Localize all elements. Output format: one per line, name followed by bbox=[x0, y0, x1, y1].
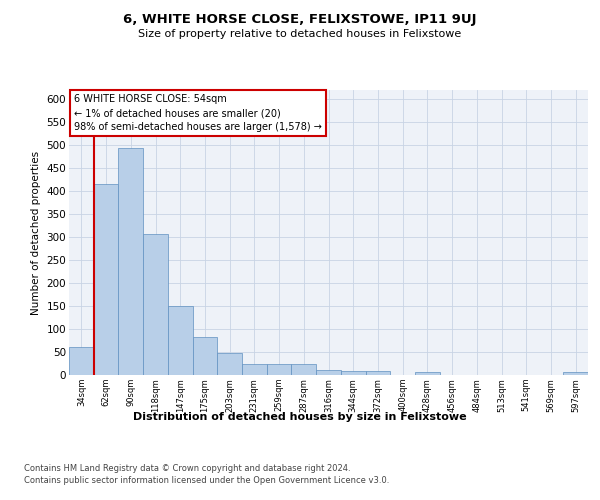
Bar bbox=[94, 184, 118, 375]
Bar bbox=[242, 364, 267, 375]
Bar bbox=[143, 234, 168, 375]
Text: Size of property relative to detached houses in Felixstowe: Size of property relative to detached ho… bbox=[139, 29, 461, 39]
Bar bbox=[563, 372, 588, 375]
Text: 6, WHITE HORSE CLOSE, FELIXSTOWE, IP11 9UJ: 6, WHITE HORSE CLOSE, FELIXSTOWE, IP11 9… bbox=[123, 12, 477, 26]
Bar bbox=[415, 372, 440, 375]
Text: Contains HM Land Registry data © Crown copyright and database right 2024.: Contains HM Land Registry data © Crown c… bbox=[24, 464, 350, 473]
Bar bbox=[267, 364, 292, 375]
Bar bbox=[168, 306, 193, 375]
Y-axis label: Number of detached properties: Number of detached properties bbox=[31, 150, 41, 314]
Bar bbox=[217, 354, 242, 375]
Bar bbox=[341, 372, 365, 375]
Bar bbox=[118, 148, 143, 375]
Bar bbox=[69, 348, 94, 375]
Bar bbox=[365, 372, 390, 375]
Text: 6 WHITE HORSE CLOSE: 54sqm
← 1% of detached houses are smaller (20)
98% of semi-: 6 WHITE HORSE CLOSE: 54sqm ← 1% of detac… bbox=[74, 94, 322, 132]
Bar bbox=[193, 338, 217, 375]
Text: Contains public sector information licensed under the Open Government Licence v3: Contains public sector information licen… bbox=[24, 476, 389, 485]
Bar bbox=[292, 364, 316, 375]
Bar bbox=[316, 370, 341, 375]
Text: Distribution of detached houses by size in Felixstowe: Distribution of detached houses by size … bbox=[133, 412, 467, 422]
